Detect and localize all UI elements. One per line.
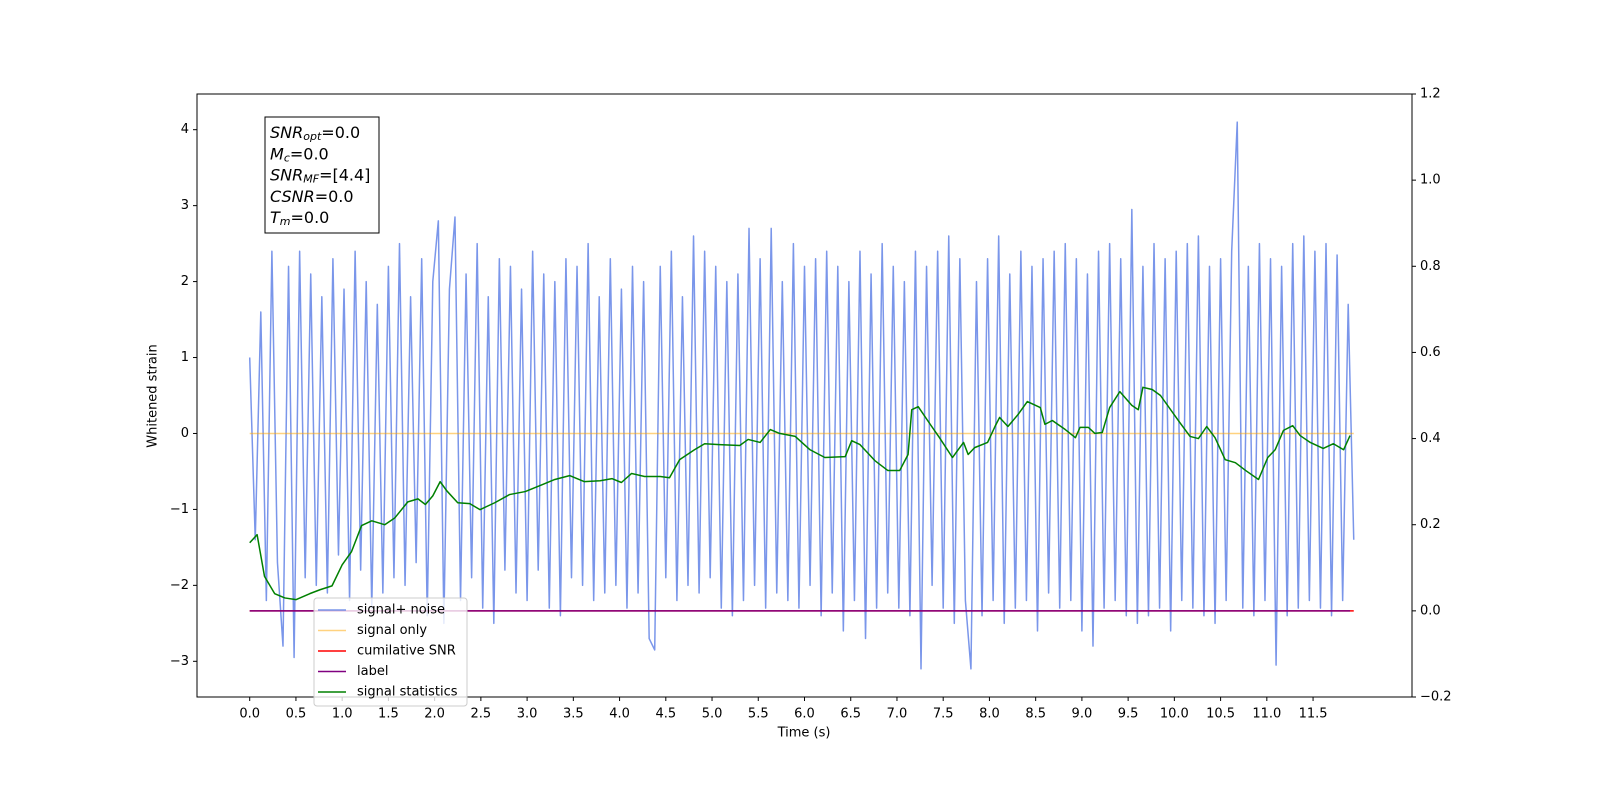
legend-label: signal statistics [357, 685, 458, 700]
stats-box: SNRopt=0.0Mc=0.0SNRMF=[4.4]CSNR=0.0Tm=0.… [264, 116, 380, 234]
x-tick-label: 5.0 [702, 707, 723, 722]
ticks: 0.0 0.5 1.0 1.5 2.0 2.5 3.0 3.5 4.0 4.5 5.0 5.5 6.0 6… [170, 87, 1452, 722]
stat-line: CSNR=0.0 [270, 186, 354, 205]
legend-label: signal+ noise [357, 603, 445, 618]
x-tick-label: 11.5 [1299, 707, 1328, 722]
stat-value: =0.0 [321, 123, 360, 142]
x-tick-label: 3.0 [517, 707, 538, 722]
y-tick-label: 1 [181, 350, 189, 365]
x-tick-label: 4.5 [655, 707, 676, 722]
x-tick-label: 9.5 [1118, 707, 1139, 722]
y2-tick-label: 1.2 [1420, 87, 1441, 102]
stat-line: SNRMF=[4.4] [270, 165, 370, 186]
stat-value: =0.0 [291, 208, 330, 227]
x-axis-label: Time (s) [777, 726, 831, 741]
x-tick-label: 2.0 [424, 707, 445, 722]
stat-name: SNR [270, 165, 303, 184]
legend-label: label [357, 664, 388, 679]
x-tick-label: 1.5 [378, 707, 399, 722]
stat-name: CSNR [270, 186, 315, 205]
stat-value: =0.0 [290, 144, 329, 163]
x-tick-label: 10.0 [1160, 707, 1189, 722]
legend: signal+ noise signal only cumilative SNR la… [313, 597, 468, 707]
stat-value: =[4.4] [319, 165, 370, 184]
x-tick-label: 1.0 [332, 707, 353, 722]
stat-name: T [270, 208, 281, 227]
stat-line: Mc=0.0 [270, 144, 329, 165]
y2-tick-label: 0.8 [1420, 259, 1441, 274]
x-tick-label: 7.5 [933, 707, 954, 722]
stat-sub: m [280, 215, 291, 228]
x-tick-label: 0.5 [286, 707, 307, 722]
y-tick-label: 2 [181, 274, 189, 289]
y-tick-label: −1 [170, 502, 189, 517]
series-line [248, 121, 1355, 670]
stat-sub: c [284, 151, 290, 164]
y2-tick-label: 0.4 [1420, 431, 1441, 446]
stat-line: Tm=0.0 [270, 208, 329, 229]
stat-line: SNRopt=0.0 [270, 123, 360, 144]
legend-label: cumilative SNR [357, 644, 456, 659]
x-tick-label: 8.5 [1025, 707, 1046, 722]
legend-label: signal only [357, 623, 427, 638]
y2-tick-label: 0.6 [1420, 345, 1441, 360]
y2-tick-label: 1.0 [1420, 173, 1441, 188]
y-axis-label: Whitened strain [146, 344, 161, 447]
y2-tick-label: −0.2 [1420, 690, 1452, 705]
legend-frame [313, 597, 468, 707]
y-tick-label: −2 [170, 578, 189, 593]
stats-frame [264, 116, 380, 234]
y-tick-label: 0 [181, 426, 189, 441]
x-tick-label: 0.0 [239, 707, 260, 722]
x-tick-label: 10.5 [1206, 707, 1235, 722]
y-tick-label: 4 [181, 122, 189, 137]
x-tick-label: 9.0 [1072, 707, 1093, 722]
x-tick-label: 5.5 [748, 707, 769, 722]
stat-sub: MF [303, 173, 319, 186]
x-tick-label: 6.5 [840, 707, 861, 722]
y-tick-label: 3 [181, 198, 189, 213]
x-tick-label: 2.5 [471, 707, 492, 722]
x-tick-label: 3.5 [563, 707, 584, 722]
stat-name: SNR [270, 123, 303, 142]
y2-tick-label: 0.2 [1420, 517, 1441, 532]
y2-tick-label: 0.0 [1420, 603, 1441, 618]
y-tick-label: −3 [170, 654, 189, 669]
x-tick-label: 8.0 [979, 707, 1000, 722]
x-tick-label: 6.0 [794, 707, 815, 722]
stat-name: M [270, 144, 284, 163]
x-tick-label: 7.0 [887, 707, 908, 722]
series-line [249, 386, 1351, 601]
stat-sub: opt [303, 130, 322, 143]
x-tick-label: 11.0 [1252, 707, 1281, 722]
x-tick-label: 4.0 [609, 707, 630, 722]
stat-value: =0.0 [315, 186, 354, 205]
